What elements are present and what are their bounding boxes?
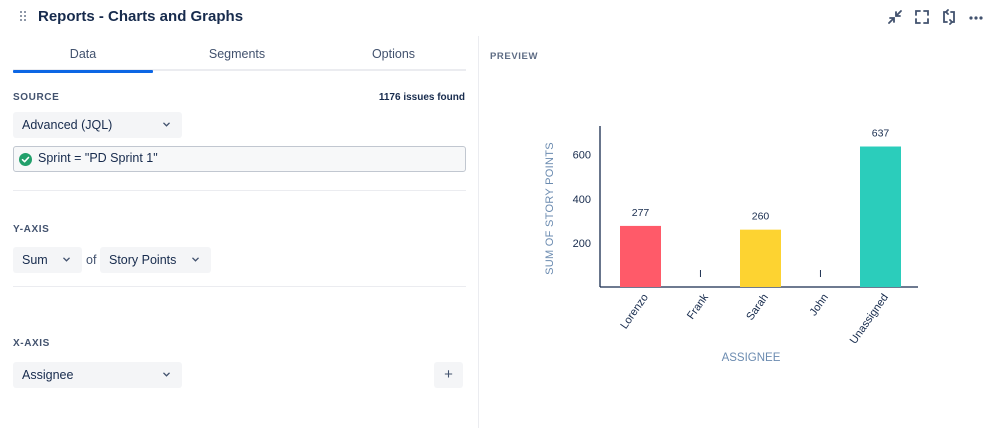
aggregate-select-value: Sum xyxy=(22,253,48,267)
x-field-select-value: Assignee xyxy=(22,368,74,382)
y-tick-label: 600 xyxy=(573,150,591,162)
x-tick-label: Sarah xyxy=(744,292,771,323)
data-label-sarah: 260 xyxy=(752,211,770,223)
fullscreen-icon[interactable] xyxy=(913,8,931,26)
jql-query-text: Sprint = "PD Sprint 1" xyxy=(38,151,158,165)
issues-found-count: 1176 issues found xyxy=(378,92,465,103)
data-label-john: I xyxy=(819,268,822,280)
x-field-select[interactable]: Assignee xyxy=(13,362,182,388)
y-field-select-value: Story Points xyxy=(109,253,177,267)
data-config-panel: Data Segments Options SOURCE 1176 issues… xyxy=(0,36,479,428)
page-title: Reports - Charts and Graphs xyxy=(38,8,244,25)
chevron-down-icon xyxy=(63,257,70,262)
x-tick-label: John xyxy=(807,292,831,318)
preview-label: PREVIEW xyxy=(490,51,539,62)
x-axis-label: X-AXIS xyxy=(13,338,50,349)
chevron-down-icon xyxy=(163,122,170,127)
y-tick-label: 400 xyxy=(573,194,591,206)
divider xyxy=(13,286,466,287)
tab-bar: Data Segments Options xyxy=(13,36,466,73)
x-tick-label: Unassigned xyxy=(848,292,891,346)
y-tick-label: 200 xyxy=(573,238,591,250)
y-axis-label: Y-AXIS xyxy=(13,224,50,235)
x-tick-label: Frank xyxy=(685,291,711,321)
source-select[interactable]: Advanced (JQL) xyxy=(13,112,182,138)
tab-data[interactable]: Data xyxy=(13,36,153,73)
data-label-frank: I xyxy=(699,268,702,280)
jql-input[interactable]: Sprint = "PD Sprint 1" xyxy=(13,146,466,172)
data-label-lorenzo: 277 xyxy=(632,207,650,219)
bar-unassigned xyxy=(860,146,901,287)
divider xyxy=(13,190,466,191)
refresh-icon[interactable] xyxy=(940,8,958,26)
source-select-value: Advanced (JQL) xyxy=(22,118,113,132)
chevron-down-icon xyxy=(163,372,170,377)
bar-lorenzo xyxy=(620,225,661,287)
x-axis-title: ASSIGNEE xyxy=(722,352,781,364)
collapse-icon[interactable] xyxy=(886,8,904,26)
y-field-select[interactable]: Story Points xyxy=(100,247,211,273)
drag-handle-icon[interactable] xyxy=(20,11,28,23)
tab-segments[interactable]: Segments xyxy=(208,47,266,61)
y-axis-title: SUM OF STORY POINTS xyxy=(544,142,556,275)
valid-check-icon xyxy=(19,153,32,166)
report-header: Reports - Charts and Graphs xyxy=(0,0,998,36)
source-label: SOURCE xyxy=(13,92,60,103)
of-text: of xyxy=(86,253,97,267)
tab-options[interactable]: Options xyxy=(371,47,416,61)
add-x-axis-button[interactable]: + xyxy=(434,362,463,388)
more-icon[interactable] xyxy=(967,8,985,26)
data-label-unassigned: 637 xyxy=(872,128,890,140)
x-tick-label: Lorenzo xyxy=(618,292,651,331)
bar-sarah xyxy=(740,229,781,287)
aggregate-select[interactable]: Sum xyxy=(13,247,82,273)
chevron-down-icon xyxy=(192,257,199,262)
